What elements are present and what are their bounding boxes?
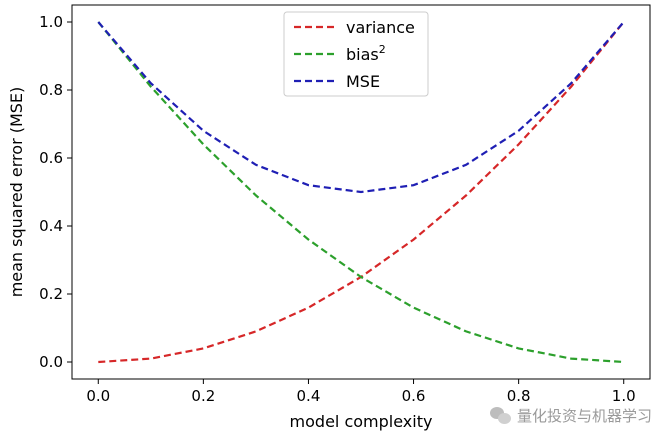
y-axis: 0.0 0.2 0.4 0.6 0.8 1.0 <box>39 13 72 371</box>
y-tick-label: 0.0 <box>39 353 63 371</box>
series-line-mse <box>97 21 625 194</box>
plot-frame <box>71 4 651 380</box>
y-tick-label: 0.8 <box>39 81 63 99</box>
legend-item: MSE <box>294 72 380 91</box>
y-tick-label: 0.4 <box>39 217 63 235</box>
legend-box <box>283 11 429 97</box>
y-tick-label: 0.6 <box>39 149 63 167</box>
series-lines <box>97 21 625 364</box>
legend: variance bias2 MSE <box>283 11 429 97</box>
x-tick-label: 0.8 <box>507 387 531 405</box>
x-tick-label: 0.2 <box>191 387 215 405</box>
legend-label: MSE <box>346 72 380 91</box>
legend-label: variance <box>346 18 415 37</box>
x-axis: 0.0 0.2 0.4 0.6 0.8 1.0 <box>86 379 636 405</box>
watermark: 量化投资与机器学习 <box>489 405 652 426</box>
x-tick-label: 0.0 <box>86 387 110 405</box>
legend-label-text: bias <box>346 45 379 64</box>
y-tick-label: 1.0 <box>39 13 63 31</box>
y-tick-label: 0.2 <box>39 285 63 303</box>
legend-label-text: variance <box>346 18 415 37</box>
y-axis-label: mean squared error (MSE) <box>7 87 26 298</box>
x-axis-label: model complexity <box>290 412 433 431</box>
legend-item: variance <box>294 18 415 37</box>
x-tick-label: 0.6 <box>402 387 426 405</box>
x-tick-label: 1.0 <box>612 387 636 405</box>
legend-label-superscript: 2 <box>379 43 386 56</box>
legend-label: bias2 <box>346 43 386 64</box>
legend-label-text: MSE <box>346 72 380 91</box>
watermark-text: 量化投资与机器学习 <box>516 407 652 425</box>
series-line-bias <box>97 21 624 364</box>
wechat-icon <box>489 406 512 425</box>
x-tick-label: 0.4 <box>297 387 321 405</box>
legend-item: bias2 <box>294 43 386 64</box>
